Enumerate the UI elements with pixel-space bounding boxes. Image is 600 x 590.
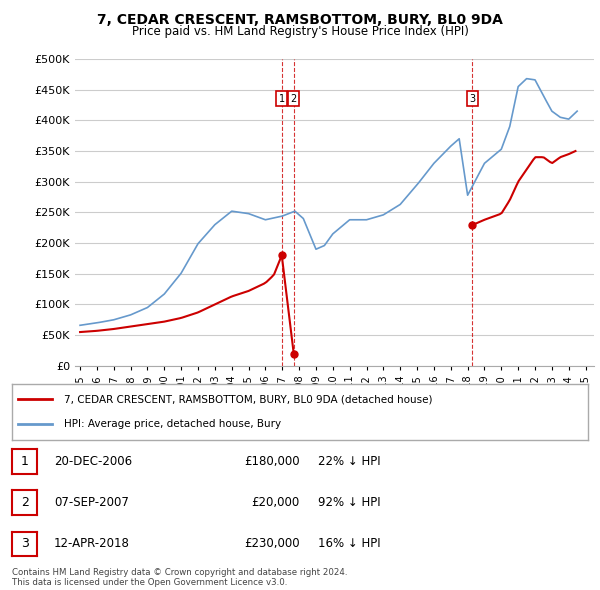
Text: 3: 3 — [469, 94, 475, 104]
Text: HPI: Average price, detached house, Bury: HPI: Average price, detached house, Bury — [64, 419, 281, 429]
Text: 2: 2 — [20, 496, 29, 509]
Text: 2: 2 — [290, 94, 297, 104]
Text: 22% ↓ HPI: 22% ↓ HPI — [318, 455, 380, 468]
Text: Contains HM Land Registry data © Crown copyright and database right 2024.
This d: Contains HM Land Registry data © Crown c… — [12, 568, 347, 587]
Text: £230,000: £230,000 — [244, 537, 300, 550]
Text: Price paid vs. HM Land Registry's House Price Index (HPI): Price paid vs. HM Land Registry's House … — [131, 25, 469, 38]
Text: 12-APR-2018: 12-APR-2018 — [54, 537, 130, 550]
Text: 7, CEDAR CRESCENT, RAMSBOTTOM, BURY, BL0 9DA: 7, CEDAR CRESCENT, RAMSBOTTOM, BURY, BL0… — [97, 13, 503, 27]
Text: 1: 1 — [278, 94, 285, 104]
Text: 3: 3 — [20, 537, 29, 550]
Text: 7, CEDAR CRESCENT, RAMSBOTTOM, BURY, BL0 9DA (detached house): 7, CEDAR CRESCENT, RAMSBOTTOM, BURY, BL0… — [64, 394, 433, 404]
Text: £20,000: £20,000 — [252, 496, 300, 509]
Text: 16% ↓ HPI: 16% ↓ HPI — [318, 537, 380, 550]
Text: £180,000: £180,000 — [244, 455, 300, 468]
Text: 20-DEC-2006: 20-DEC-2006 — [54, 455, 132, 468]
Text: 1: 1 — [20, 455, 29, 468]
Text: 07-SEP-2007: 07-SEP-2007 — [54, 496, 129, 509]
Text: 92% ↓ HPI: 92% ↓ HPI — [318, 496, 380, 509]
